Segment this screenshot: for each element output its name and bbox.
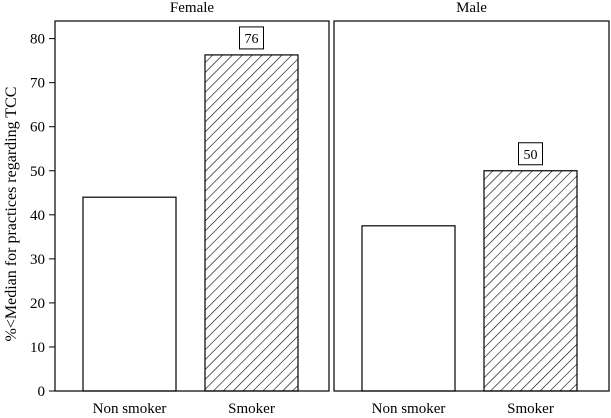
y-tick-label: 70 <box>30 76 45 92</box>
bar-smoker <box>204 54 299 392</box>
y-axis-label: %<Median for practices regarding TCC <box>3 87 20 342</box>
panel-title: Male <box>456 0 487 16</box>
panel-frame <box>333 20 610 392</box>
data-label: 50 <box>524 148 538 163</box>
bar-non-smoker <box>361 225 456 392</box>
x-tick-label: Smoker <box>507 401 554 417</box>
y-tick-label: 10 <box>30 340 45 356</box>
x-tick-label: Smoker <box>228 401 275 417</box>
y-tick-label: 30 <box>30 252 45 268</box>
panel-frame <box>54 20 330 392</box>
panel-male: Male Non smoker Smoker 50 <box>333 0 610 417</box>
y-tick-label: 80 <box>30 32 45 48</box>
data-label-box <box>518 142 543 166</box>
data-label-box <box>239 26 264 50</box>
panel-female: Female Non smoker Smoker 76 <box>54 0 330 417</box>
y-tick-label: 50 <box>30 164 45 180</box>
y-tick-label: 0 <box>38 384 46 400</box>
x-tick-label: Non smoker <box>93 401 167 417</box>
bar-non-smoker <box>82 196 177 392</box>
bar-smoker <box>483 170 578 392</box>
y-tick-label: 20 <box>30 296 45 312</box>
y-tick-label: 40 <box>30 208 45 224</box>
panel-title: Female <box>170 0 214 16</box>
x-tick-label: Non smoker <box>372 401 446 417</box>
chart-panels: Female Non smoker Smoker 76 Male Non smoker Sm… <box>54 0 610 417</box>
data-label: 76 <box>245 32 259 47</box>
y-tick-label: 60 <box>30 120 45 136</box>
y-axis: 0 10 20 30 40 50 60 70 80 <box>30 32 55 400</box>
